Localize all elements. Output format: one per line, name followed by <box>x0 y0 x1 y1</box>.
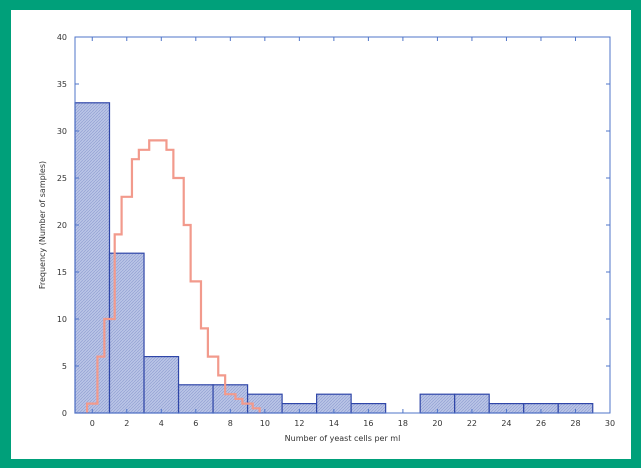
axis-ticks: 0 2 4 6 8 10 12 14 16 18 20 22 24 26 28 300510152025303… <box>57 33 615 428</box>
y-tick-label: 35 <box>57 80 67 89</box>
x-tick-label: 26 <box>536 419 546 428</box>
x-tick-label: 24 <box>501 419 511 428</box>
chart-panel: 0 2 4 6 8 10 12 14 16 18 20 22 24 26 28 30 0 5 10 15 20 25 30 3… <box>11 10 631 459</box>
x-tick-label: 4 <box>159 419 164 428</box>
y-tick-label: 30 <box>57 127 67 136</box>
curve-layer <box>85 139 261 413</box>
y-tick-label: 20 <box>57 221 67 230</box>
x-tick-label: 16 <box>363 419 373 428</box>
y-tick-label: 5 <box>62 362 67 371</box>
x-tick-label: 8 <box>228 419 233 428</box>
histogram-bar <box>74 102 111 414</box>
y-tick-label: 10 <box>57 315 67 324</box>
x-tick-label: 30 <box>605 419 615 428</box>
x-tick-label: 28 <box>570 419 580 428</box>
x-tick-label: 2 <box>124 419 129 428</box>
y-axis-title: Frequency (Number of samples) <box>38 161 47 289</box>
x-tick-label: 22 <box>467 419 477 428</box>
x-tick-label: 14 <box>329 419 339 428</box>
histogram-chart: 0 2 4 6 8 10 12 14 16 18 20 22 24 26 28 300510152025303… <box>38 33 615 443</box>
x-tick-label: 12 <box>294 419 304 428</box>
y-tick-label: 0 <box>62 409 67 418</box>
y-tick-label: 40 <box>57 33 67 42</box>
y-tick-label: 25 <box>57 174 67 183</box>
x-tick-label: 20 <box>432 419 442 428</box>
x-tick-label: 6 <box>193 419 198 428</box>
x-axis-title: Number of yeast cells per ml <box>285 434 401 443</box>
distribution-curve <box>85 139 261 413</box>
histogram-bar <box>143 356 180 414</box>
histogram-bars <box>74 102 594 414</box>
x-tick-label: 10 <box>260 419 270 428</box>
y-tick-label: 15 <box>57 268 67 277</box>
x-tick-label: 0 <box>90 419 95 428</box>
histogram-bar <box>177 384 214 414</box>
x-tick-label: 18 <box>398 419 408 428</box>
